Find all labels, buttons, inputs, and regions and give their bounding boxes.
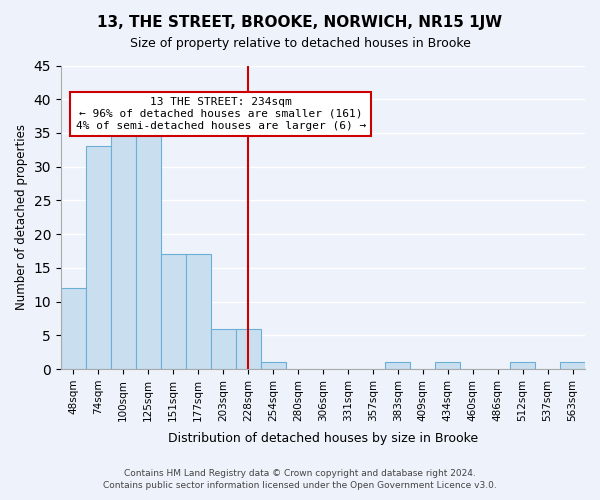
Text: Contains HM Land Registry data © Crown copyright and database right 2024.
Contai: Contains HM Land Registry data © Crown c… <box>103 468 497 490</box>
Bar <box>86 146 111 369</box>
Bar <box>111 126 136 369</box>
Bar <box>61 288 86 369</box>
Bar <box>185 254 211 369</box>
Bar <box>560 362 585 369</box>
Y-axis label: Number of detached properties: Number of detached properties <box>15 124 28 310</box>
X-axis label: Distribution of detached houses by size in Brooke: Distribution of detached houses by size … <box>168 432 478 445</box>
Bar <box>236 328 260 369</box>
Bar <box>211 328 236 369</box>
Bar <box>161 254 185 369</box>
Bar <box>136 120 161 369</box>
Bar <box>435 362 460 369</box>
Bar <box>260 362 286 369</box>
Text: Size of property relative to detached houses in Brooke: Size of property relative to detached ho… <box>130 38 470 51</box>
Bar <box>510 362 535 369</box>
Text: 13 THE STREET: 234sqm
← 96% of detached houses are smaller (161)
4% of semi-deta: 13 THE STREET: 234sqm ← 96% of detached … <box>76 98 366 130</box>
Text: 13, THE STREET, BROOKE, NORWICH, NR15 1JW: 13, THE STREET, BROOKE, NORWICH, NR15 1J… <box>97 15 503 30</box>
Bar <box>385 362 410 369</box>
